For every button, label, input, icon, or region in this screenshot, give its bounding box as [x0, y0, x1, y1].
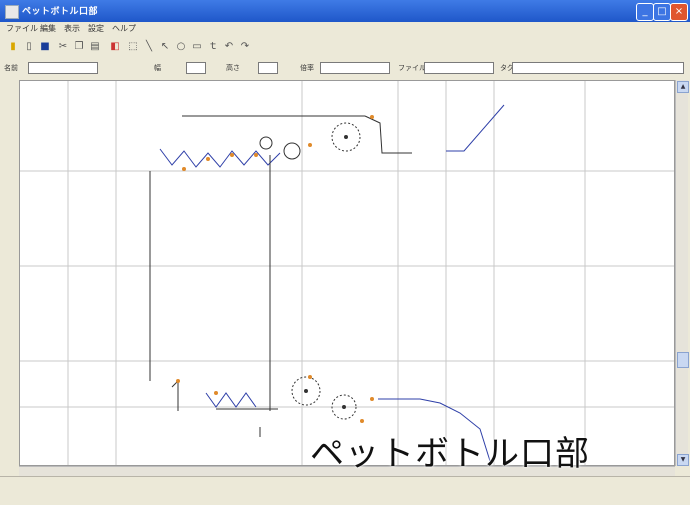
- property-bar: 名前 幅 高さ 倍率 ファイル タグ: [0, 58, 690, 78]
- save-icon[interactable]: ■: [40, 41, 50, 52]
- marker: [370, 397, 374, 401]
- tag-label: タグ: [500, 64, 514, 72]
- open-icon[interactable]: ▯: [26, 41, 32, 52]
- title-bar[interactable]: ペットボトル口部 _ □ ×: [0, 0, 690, 22]
- lower-guide: [378, 398, 491, 462]
- toolbar: ▮ ▯ ■ ✂ ❐ ▤ ◧ ⬚ ╲ ↖ ○ ▭ ｔ ↶ ↷: [0, 36, 690, 59]
- paste-icon[interactable]: ▤: [90, 41, 100, 52]
- upper-guide: [364, 115, 412, 154]
- menu-file[interactable]: ファイル: [6, 24, 38, 33]
- text-icon[interactable]: ｔ: [208, 41, 218, 52]
- lower-roll-hub: [304, 389, 308, 393]
- menu-view[interactable]: 表示: [64, 24, 80, 33]
- lower-markers: [176, 375, 374, 423]
- undo-icon[interactable]: ↶: [224, 41, 234, 52]
- caption-overlay: ペットボトル口部: [310, 434, 590, 474]
- window-title: ペットボトル口部: [22, 7, 99, 17]
- scroll-down-icon[interactable]: ▼: [677, 454, 689, 466]
- menu-help[interactable]: ヘルプ: [112, 24, 136, 33]
- menu-settings[interactable]: 設定: [88, 24, 104, 33]
- select-icon[interactable]: ⬚: [128, 41, 138, 52]
- file-field[interactable]: [424, 62, 494, 74]
- marker: [360, 419, 364, 423]
- width-field[interactable]: [186, 62, 206, 74]
- scale-label: 倍率: [300, 64, 314, 72]
- close-button[interactable]: ×: [670, 3, 688, 21]
- file-label: ファイル: [398, 64, 426, 72]
- height-field[interactable]: [258, 62, 278, 74]
- marker: [308, 143, 312, 147]
- lower-motor: [331, 394, 357, 420]
- upper-markers: [182, 115, 374, 171]
- marker: [254, 153, 258, 157]
- tag-field[interactable]: [512, 62, 684, 74]
- lower-assembly: [171, 376, 491, 462]
- minimize-button[interactable]: _: [636, 3, 654, 21]
- height-label: 高さ: [226, 64, 240, 72]
- scroll-up-icon[interactable]: ▲: [677, 81, 689, 93]
- scale-field[interactable]: [320, 62, 390, 74]
- upper-assembly: [149, 104, 505, 411]
- cut-icon[interactable]: ✂: [58, 41, 68, 52]
- horizontal-scrollbar[interactable]: [19, 466, 675, 477]
- mid-idler: [283, 142, 301, 160]
- status-bar: [0, 476, 690, 505]
- marker: [370, 115, 374, 119]
- right-ramp: [446, 104, 505, 152]
- app-icon: [5, 5, 19, 19]
- upper-idler: [259, 136, 273, 150]
- arrow-icon[interactable]: ↖: [160, 41, 170, 52]
- line-icon[interactable]: ╲: [145, 41, 153, 52]
- name-label: 名前: [4, 64, 18, 72]
- diagram-svg: [20, 81, 674, 465]
- vertical-scrollbar[interactable]: ▲ ▼: [675, 80, 689, 466]
- canvas-grid: [20, 81, 674, 465]
- lower-roll: [291, 376, 321, 406]
- name-field[interactable]: [28, 62, 98, 74]
- marker: [308, 375, 312, 379]
- circle-icon[interactable]: ○: [176, 41, 186, 52]
- drawing-canvas[interactable]: [19, 80, 675, 466]
- zoom-icon[interactable]: ◧: [110, 41, 120, 52]
- menu-bar: ファイル 編集 表示 設定 ヘルプ: [0, 22, 690, 36]
- maximize-button[interactable]: □: [653, 3, 671, 21]
- marker: [230, 153, 234, 157]
- upper-motor-hub: [344, 135, 348, 139]
- rect-icon[interactable]: ▭: [192, 41, 202, 52]
- upper-wave: [159, 148, 281, 168]
- menu-edit[interactable]: 編集: [40, 24, 56, 33]
- scroll-thumb[interactable]: [677, 352, 689, 368]
- lower-wave: [205, 392, 257, 408]
- copy-icon[interactable]: ❐: [74, 41, 84, 52]
- marker: [214, 391, 218, 395]
- upper-motor: [331, 122, 361, 152]
- width-label: 幅: [154, 64, 161, 72]
- redo-icon[interactable]: ↷: [240, 41, 250, 52]
- new-icon[interactable]: ▮: [10, 41, 16, 52]
- marker: [182, 167, 186, 171]
- marker: [176, 379, 180, 383]
- marker: [206, 157, 210, 161]
- lower-motor-hub: [342, 405, 346, 409]
